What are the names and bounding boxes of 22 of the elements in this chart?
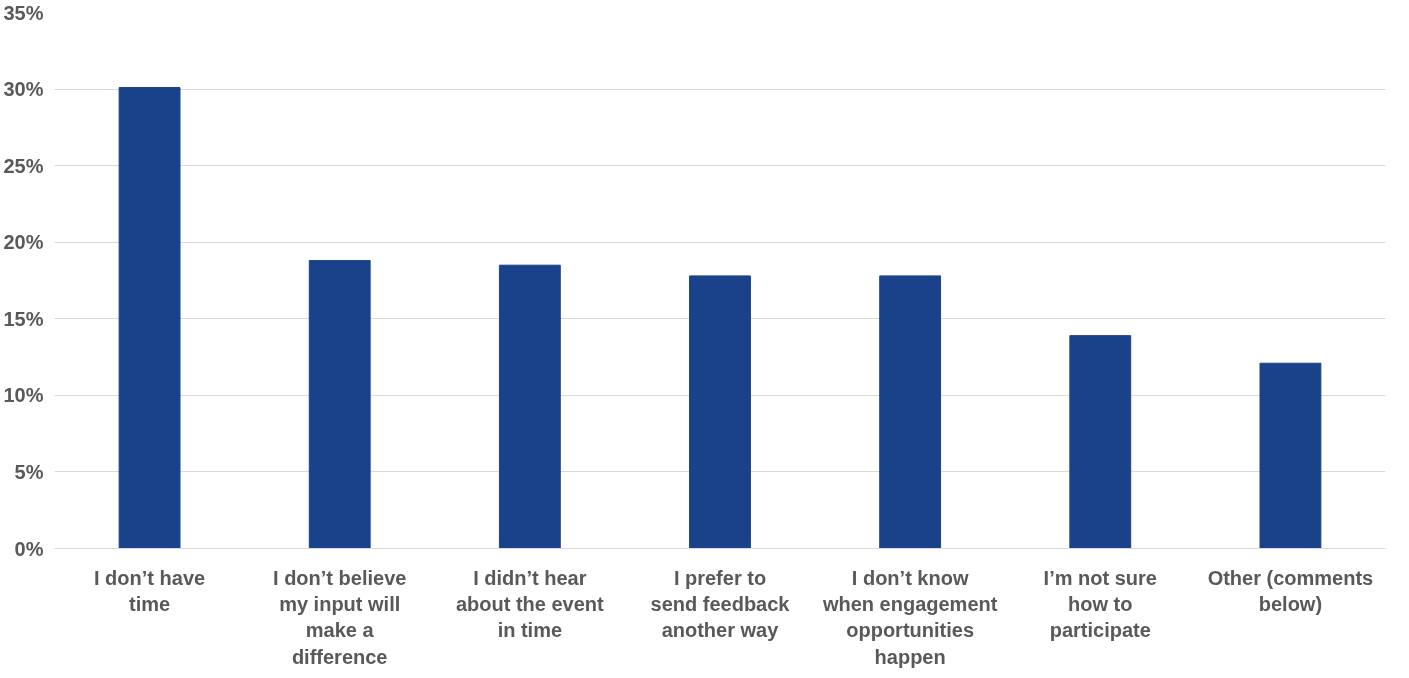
x-tick-label: I prefer to send feedback another way	[650, 566, 791, 642]
x-tick-label: Other (comments below)	[1207, 566, 1374, 615]
y-tick-label: 0%	[14, 537, 44, 560]
bar	[1259, 362, 1322, 549]
y-tick-label: 15%	[3, 307, 44, 330]
x-tick-label: I don’t know when engagement opportunities happen	[821, 566, 998, 668]
bar	[308, 260, 371, 549]
y-tick-label: 35%	[3, 1, 44, 24]
y-tick-label: 30%	[3, 78, 44, 101]
y-tick-label: 25%	[3, 154, 44, 177]
bar	[118, 87, 181, 549]
x-tick-label: I didn’t hear about the event in time	[455, 566, 605, 642]
y-tick-label: 20%	[3, 231, 44, 254]
bar	[498, 264, 561, 549]
bar	[689, 275, 751, 549]
x-tick-label: I don’t believe my input will make a difference	[273, 566, 407, 668]
x-tick-label: I don’t have time	[94, 566, 206, 615]
bar	[1069, 335, 1132, 549]
x-tick-label: I’m not sure how to participate	[1043, 566, 1157, 642]
y-tick-label: 5%	[14, 460, 44, 483]
y-tick-label: 10%	[3, 384, 44, 407]
bar	[879, 275, 942, 549]
